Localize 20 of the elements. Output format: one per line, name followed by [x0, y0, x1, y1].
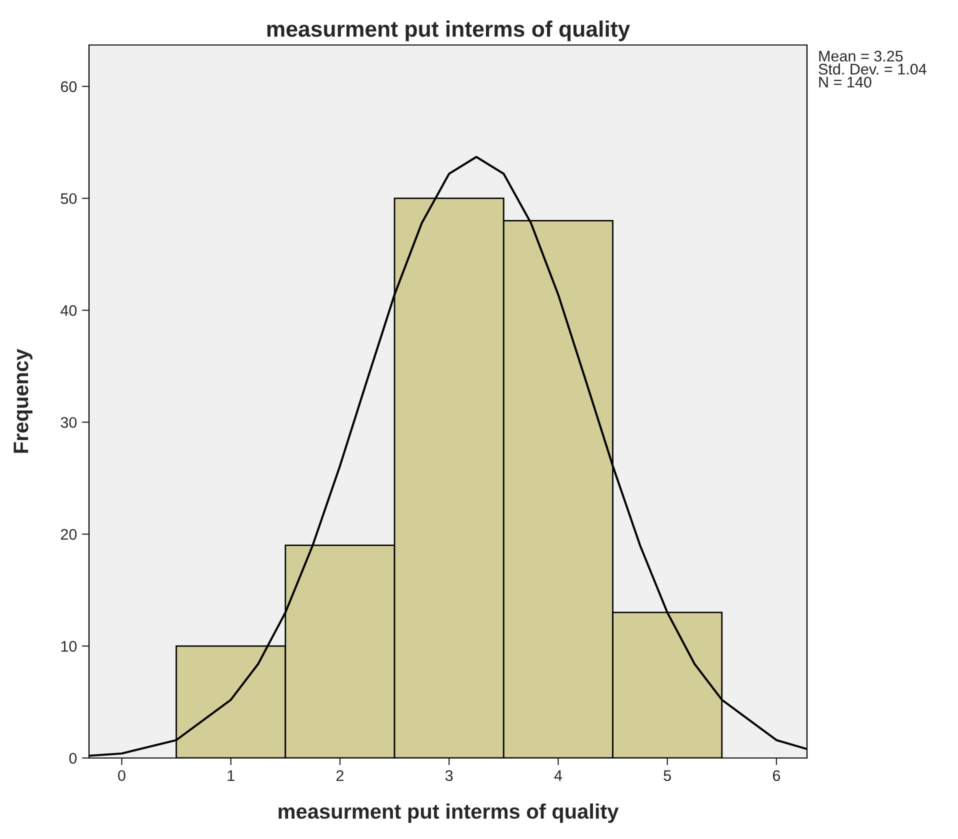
- chart-title: measurment put interms of quality: [267, 20, 630, 42]
- x-axis-title: measurment put interms of quality: [278, 803, 619, 823]
- y-tick-label: 0: [69, 752, 77, 764]
- x-tick-label: 3: [445, 770, 453, 782]
- x-tick-label: 0: [118, 770, 126, 782]
- x-tick-label: 5: [664, 770, 671, 782]
- y-tick-label: 20: [60, 529, 77, 540]
- text: Std. Dev. = 1.04: [818, 63, 926, 75]
- y-tick-label: 10: [61, 640, 77, 652]
- x-tick-label: 6: [772, 770, 780, 782]
- x-tick-label: 1: [228, 770, 234, 781]
- y-tick-label: 60: [60, 81, 77, 92]
- y-tick-label: 40: [60, 305, 77, 316]
- y-axis-title: Frequency: [14, 348, 32, 453]
- text: Mean = 3.25: [819, 50, 903, 62]
- y-tick-label: 30: [60, 417, 77, 428]
- x-tick-label: 4: [554, 770, 562, 781]
- y-tick-label: 50: [60, 193, 77, 204]
- x-tick-label: 2: [336, 770, 344, 781]
- text: N = 140: [819, 76, 872, 88]
